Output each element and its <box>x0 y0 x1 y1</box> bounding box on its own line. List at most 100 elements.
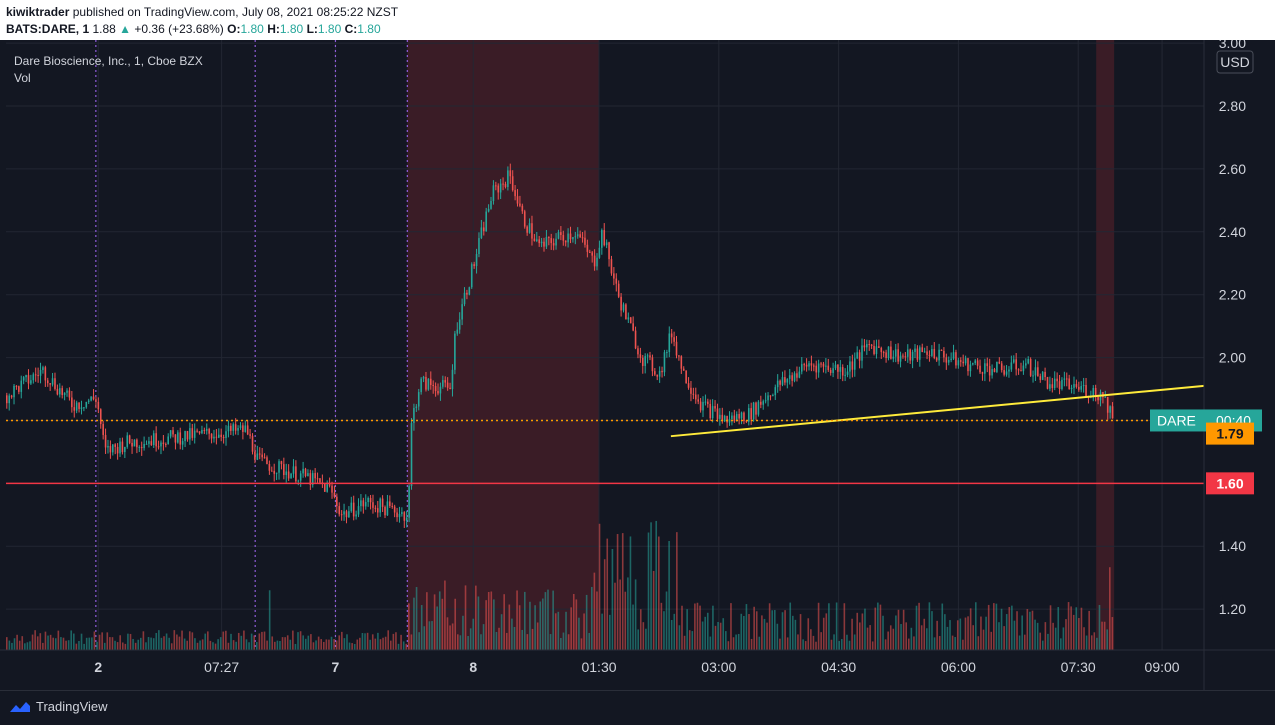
candle-body-147 <box>360 500 362 507</box>
volume-bar-257 <box>668 541 670 650</box>
volume-bar-182 <box>475 585 477 650</box>
candle-body-86 <box>213 436 215 439</box>
candle-body-137 <box>336 496 338 507</box>
volume-bar-301 <box>781 612 784 650</box>
tradingview-brand[interactable]: TradingView <box>8 699 108 714</box>
candle-body-391 <box>947 359 950 363</box>
volume-bar-137 <box>359 637 361 650</box>
candle-body-100 <box>246 425 249 435</box>
price-chart[interactable]: 3.002.802.602.402.202.001.801.601.401.20… <box>0 40 1275 690</box>
candle-body-102 <box>251 435 254 452</box>
volume-bar-93 <box>245 639 248 650</box>
candle-body-408 <box>988 366 991 376</box>
candle-body-368 <box>892 356 895 359</box>
candle-body-110 <box>270 470 273 472</box>
volume-bar-53 <box>142 631 145 650</box>
volume-bar-23 <box>65 640 67 650</box>
candle-body-352 <box>853 358 856 370</box>
candle-body-293 <box>711 406 714 419</box>
volume-bar-361 <box>936 620 938 650</box>
candle-body-232 <box>564 240 567 243</box>
candle-body-229 <box>557 232 560 239</box>
candle-body-258 <box>627 317 630 320</box>
volume-bar-248 <box>645 628 647 650</box>
candle-body-164 <box>401 512 403 514</box>
candle-body-46 <box>116 446 119 454</box>
volume-bar-229 <box>596 591 598 650</box>
candle-body-278 <box>675 341 678 356</box>
volume-bar-144 <box>377 632 379 650</box>
volume-bar-169 <box>441 598 444 650</box>
volume-bar-184 <box>480 634 482 650</box>
volume-bar-157 <box>410 634 413 650</box>
chart-area[interactable]: 3.002.802.602.402.202.001.801.601.401.20… <box>0 40 1275 704</box>
candle-body-299 <box>726 416 728 423</box>
candle-body-117 <box>287 471 290 479</box>
volume-bar-195 <box>508 604 511 650</box>
candle-body-233 <box>567 233 569 243</box>
volume-bar-352 <box>913 636 915 650</box>
candle-body-87 <box>215 436 218 438</box>
volume-bar-390 <box>1011 605 1013 650</box>
candle-body-124 <box>304 468 307 477</box>
volume-bar-63 <box>168 637 170 650</box>
candle-body-320 <box>776 380 779 388</box>
candle-body-406 <box>984 363 986 374</box>
volume-bar-114 <box>299 631 302 650</box>
author-name[interactable]: kiwiktrader <box>6 5 70 19</box>
candle-body-146 <box>357 506 360 515</box>
candle-body-25 <box>66 390 68 393</box>
candle-body-151 <box>369 497 372 503</box>
volume-bar-61 <box>163 636 165 650</box>
candle-body-355 <box>861 345 863 361</box>
volume-bar-19 <box>54 638 57 650</box>
volume-bar-372 <box>964 617 967 650</box>
volume-bar-219 <box>570 607 572 650</box>
candle-body-326 <box>791 375 793 381</box>
y-tick-label: 2.20 <box>1219 287 1246 303</box>
candle-body-457 <box>1106 396 1109 413</box>
volume-bar-35 <box>96 641 98 650</box>
candle-body-11 <box>32 374 35 381</box>
volume-bar-100 <box>263 631 266 650</box>
volume-bar-249 <box>647 532 650 650</box>
candle-body-244 <box>593 255 596 267</box>
candle-body-204 <box>497 185 500 193</box>
candle-body-446 <box>1080 386 1083 390</box>
candle-body-451 <box>1092 388 1095 397</box>
candle-body-98 <box>242 425 244 432</box>
volume-bar-399 <box>1034 619 1036 650</box>
legend-title[interactable]: Dare Bioscience, Inc., 1, Cboe BZX <box>14 54 203 68</box>
volume-bar-207 <box>539 601 542 650</box>
candle-body-310 <box>752 402 755 420</box>
volume-bar-340 <box>882 615 884 650</box>
volume-bar-231 <box>601 613 603 650</box>
legend-vol[interactable]: Vol <box>14 71 31 85</box>
volume-bar-295 <box>766 622 768 650</box>
volume-bar-79 <box>209 640 212 650</box>
volume-bar-314 <box>815 641 817 650</box>
candle-body-210 <box>511 176 514 191</box>
candle-body-3 <box>13 385 15 398</box>
volume-bar-284 <box>737 633 740 650</box>
volume-bar-320 <box>830 639 833 650</box>
volume-bar-121 <box>317 636 320 650</box>
candle-body-437 <box>1058 381 1061 389</box>
volume-bar-376 <box>974 602 977 650</box>
candle-body-95 <box>234 424 237 431</box>
volume-bar-199 <box>518 605 521 650</box>
volume-bar-265 <box>688 630 691 650</box>
candle-body-207 <box>504 183 507 187</box>
candle-body-425 <box>1029 359 1032 376</box>
candle-body-18 <box>49 383 51 385</box>
volume-bar-241 <box>627 577 629 650</box>
candle-body-321 <box>779 380 781 385</box>
volume-bar-297 <box>771 610 773 650</box>
volume-bar-7 <box>24 643 26 650</box>
candle-body-213 <box>519 203 521 206</box>
candle-body-221 <box>538 239 540 244</box>
volume-bar-404 <box>1047 633 1049 650</box>
volume-bar-31 <box>85 637 88 650</box>
candle-body-31 <box>80 407 83 409</box>
volume-bar-55 <box>147 637 150 650</box>
